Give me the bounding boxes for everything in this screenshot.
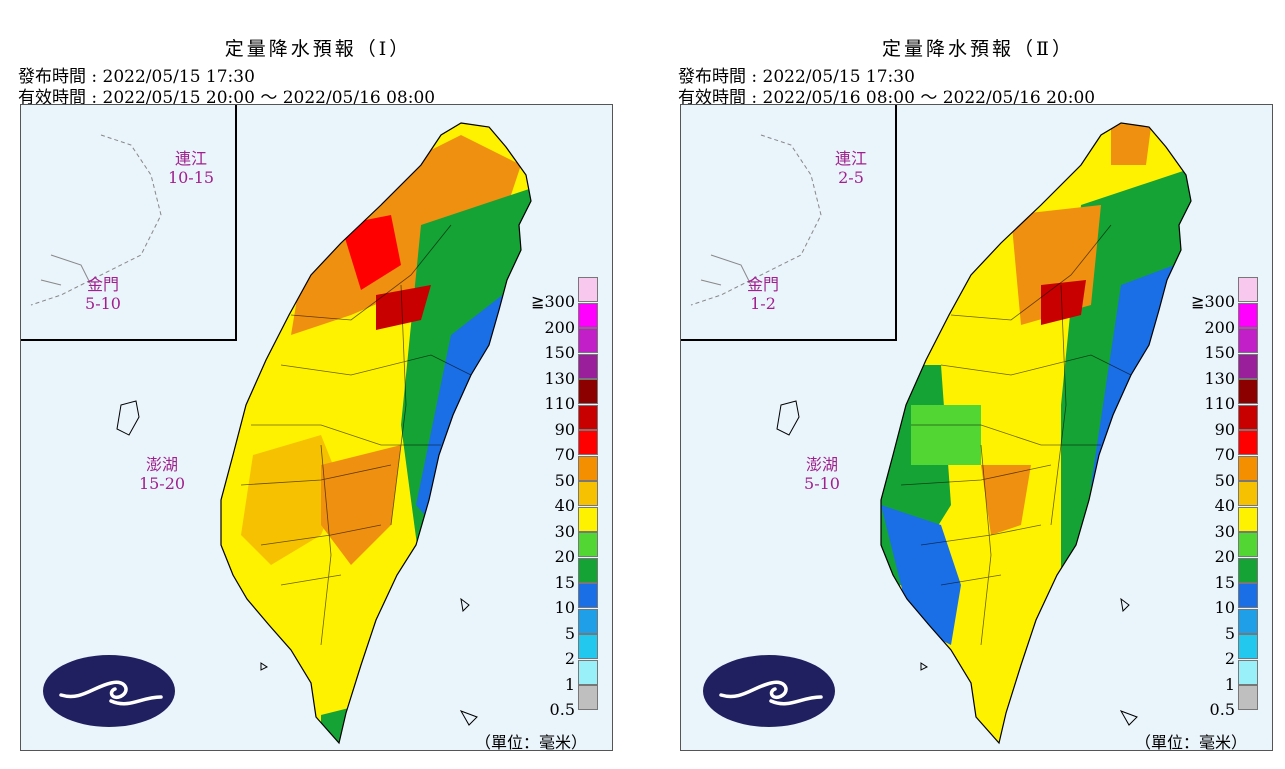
legend-swatch	[1238, 506, 1258, 532]
legend-label: 20	[1214, 547, 1235, 566]
cwb-logo-icon	[43, 655, 175, 727]
legend-label: 2	[1224, 649, 1235, 668]
valid-time: 有效時間 : 2022/05/16 08:00 ～ 2022/05/16 20:…	[678, 88, 1096, 108]
legend-label: 130	[544, 368, 575, 388]
legend-swatch	[578, 277, 598, 302]
legend-swatch	[1238, 302, 1258, 328]
legend-label: 150	[1204, 343, 1235, 362]
legend-swatch	[1238, 481, 1258, 506]
legend-label: 1	[564, 674, 575, 694]
legend-label: 200	[1204, 317, 1235, 337]
unit-label: （單位：毫米）	[1135, 733, 1248, 751]
legend-swatch	[578, 659, 598, 685]
issue-time: 發布時間 : 2022/05/15 17:30	[18, 67, 255, 87]
legend-swatch	[578, 532, 598, 557]
legend-swatch	[1238, 685, 1258, 710]
legend-label: 200	[544, 317, 575, 337]
legend-label: 2	[564, 649, 575, 668]
legend-swatch	[578, 634, 598, 659]
legend-label: 30	[1214, 521, 1235, 541]
legend-label: ≧300	[1191, 292, 1235, 311]
legend-swatch	[1238, 328, 1258, 353]
legend-label: 5	[564, 623, 575, 643]
legend-swatch	[578, 481, 598, 506]
penghu-label: 澎湖 15-20	[138, 455, 186, 493]
legend-swatch	[578, 685, 598, 710]
legend-swatch	[1238, 353, 1258, 379]
legend-label: 110	[544, 394, 575, 413]
panel-title: 定量降水預報（Ⅰ）	[224, 38, 412, 60]
legend-swatch	[578, 379, 598, 404]
legend-swatch	[1238, 430, 1258, 455]
legend-label: 5	[1224, 623, 1235, 643]
unit-label: （單位：毫米）	[475, 733, 588, 751]
legend-label: ≧300	[531, 292, 575, 311]
legend-label: 10	[1214, 598, 1235, 617]
legend-label: 1	[1224, 674, 1235, 694]
legend-swatch	[1238, 659, 1258, 685]
legend-swatch	[578, 302, 598, 328]
legend-swatch	[1238, 379, 1258, 404]
legend-swatch	[1238, 532, 1258, 557]
legend-label: 15	[554, 572, 575, 592]
issue-time: 發布時間 : 2022/05/15 17:30	[678, 67, 915, 87]
legend-label: 90	[554, 419, 575, 439]
legend-label: 0.5	[1209, 700, 1235, 719]
legend-label: 30	[554, 521, 575, 541]
forecast-panel-2: 定量降水預報（Ⅱ） 發布時間 : 2022/05/15 17:30 有效時間 :…	[678, 0, 1285, 769]
legend-label: 50	[554, 470, 575, 490]
legend-swatch	[578, 328, 598, 353]
matsu-label: 連江 10-15	[167, 149, 215, 187]
matsu-label: 連江 2-5	[834, 149, 867, 187]
legend-label: 0.5	[549, 700, 575, 719]
legend-swatch	[578, 583, 598, 608]
legend-swatch	[578, 404, 598, 430]
legend-label: 90	[1214, 419, 1235, 439]
penghu-islands	[116, 400, 140, 436]
legend-label: 10	[554, 598, 575, 617]
legend-swatch	[1238, 557, 1258, 583]
legend-swatch	[1238, 404, 1258, 430]
legend-label: 130	[1204, 368, 1235, 388]
legend-label: 20	[554, 547, 575, 566]
panel-title: 定量降水預報（Ⅱ）	[882, 38, 1074, 60]
legend-label: 70	[1214, 445, 1235, 464]
taiwan-map	[116, 122, 532, 745]
legend-swatch	[578, 353, 598, 379]
map-frame: 連江 10-15 金門 5-10 澎湖 15-20 ≧300 200 150 130 110 9…	[20, 104, 613, 751]
kinmen-label: 金門 1-2	[746, 275, 779, 313]
valid-time: 有效時間 : 2022/05/15 20:00 ～ 2022/05/16 08:…	[18, 88, 436, 108]
offshore-islands-inset: 連江 2-5 金門 1-2	[681, 105, 897, 341]
legend-swatch	[578, 506, 598, 532]
legend-label: 70	[554, 445, 575, 464]
legend-swatch	[1238, 634, 1258, 659]
legend-label: 40	[554, 496, 575, 515]
legend-label: 15	[1214, 572, 1235, 592]
penghu-label: 澎湖 5-10	[804, 455, 840, 493]
legend-swatch	[578, 430, 598, 455]
kinmen-label: 金門 5-10	[85, 275, 121, 313]
legend-label: 40	[1214, 496, 1235, 515]
forecast-panel-1: 定量降水預報（Ⅰ） 發布時間 : 2022/05/15 17:30 有效時間 :…	[18, 0, 638, 769]
legend-swatch	[1238, 608, 1258, 634]
legend-swatch	[578, 455, 598, 481]
legend-label: 150	[544, 343, 575, 362]
cwb-logo-icon	[703, 655, 835, 727]
legend-label: 50	[1214, 470, 1235, 490]
legend-swatch	[578, 608, 598, 634]
legend-swatch	[1238, 583, 1258, 608]
legend-swatch	[1238, 277, 1258, 302]
legend-swatch	[578, 557, 598, 583]
penghu-islands	[776, 400, 800, 436]
taiwan-map	[776, 122, 1192, 745]
offshore-islands-inset: 連江 10-15 金門 5-10	[21, 105, 237, 341]
legend-swatch	[1238, 455, 1258, 481]
map-frame: 連江 2-5 金門 1-2 澎湖 5-10 ≧300 200 150 130 110 90 70 5…	[680, 104, 1273, 751]
legend-label: 110	[1204, 394, 1235, 413]
